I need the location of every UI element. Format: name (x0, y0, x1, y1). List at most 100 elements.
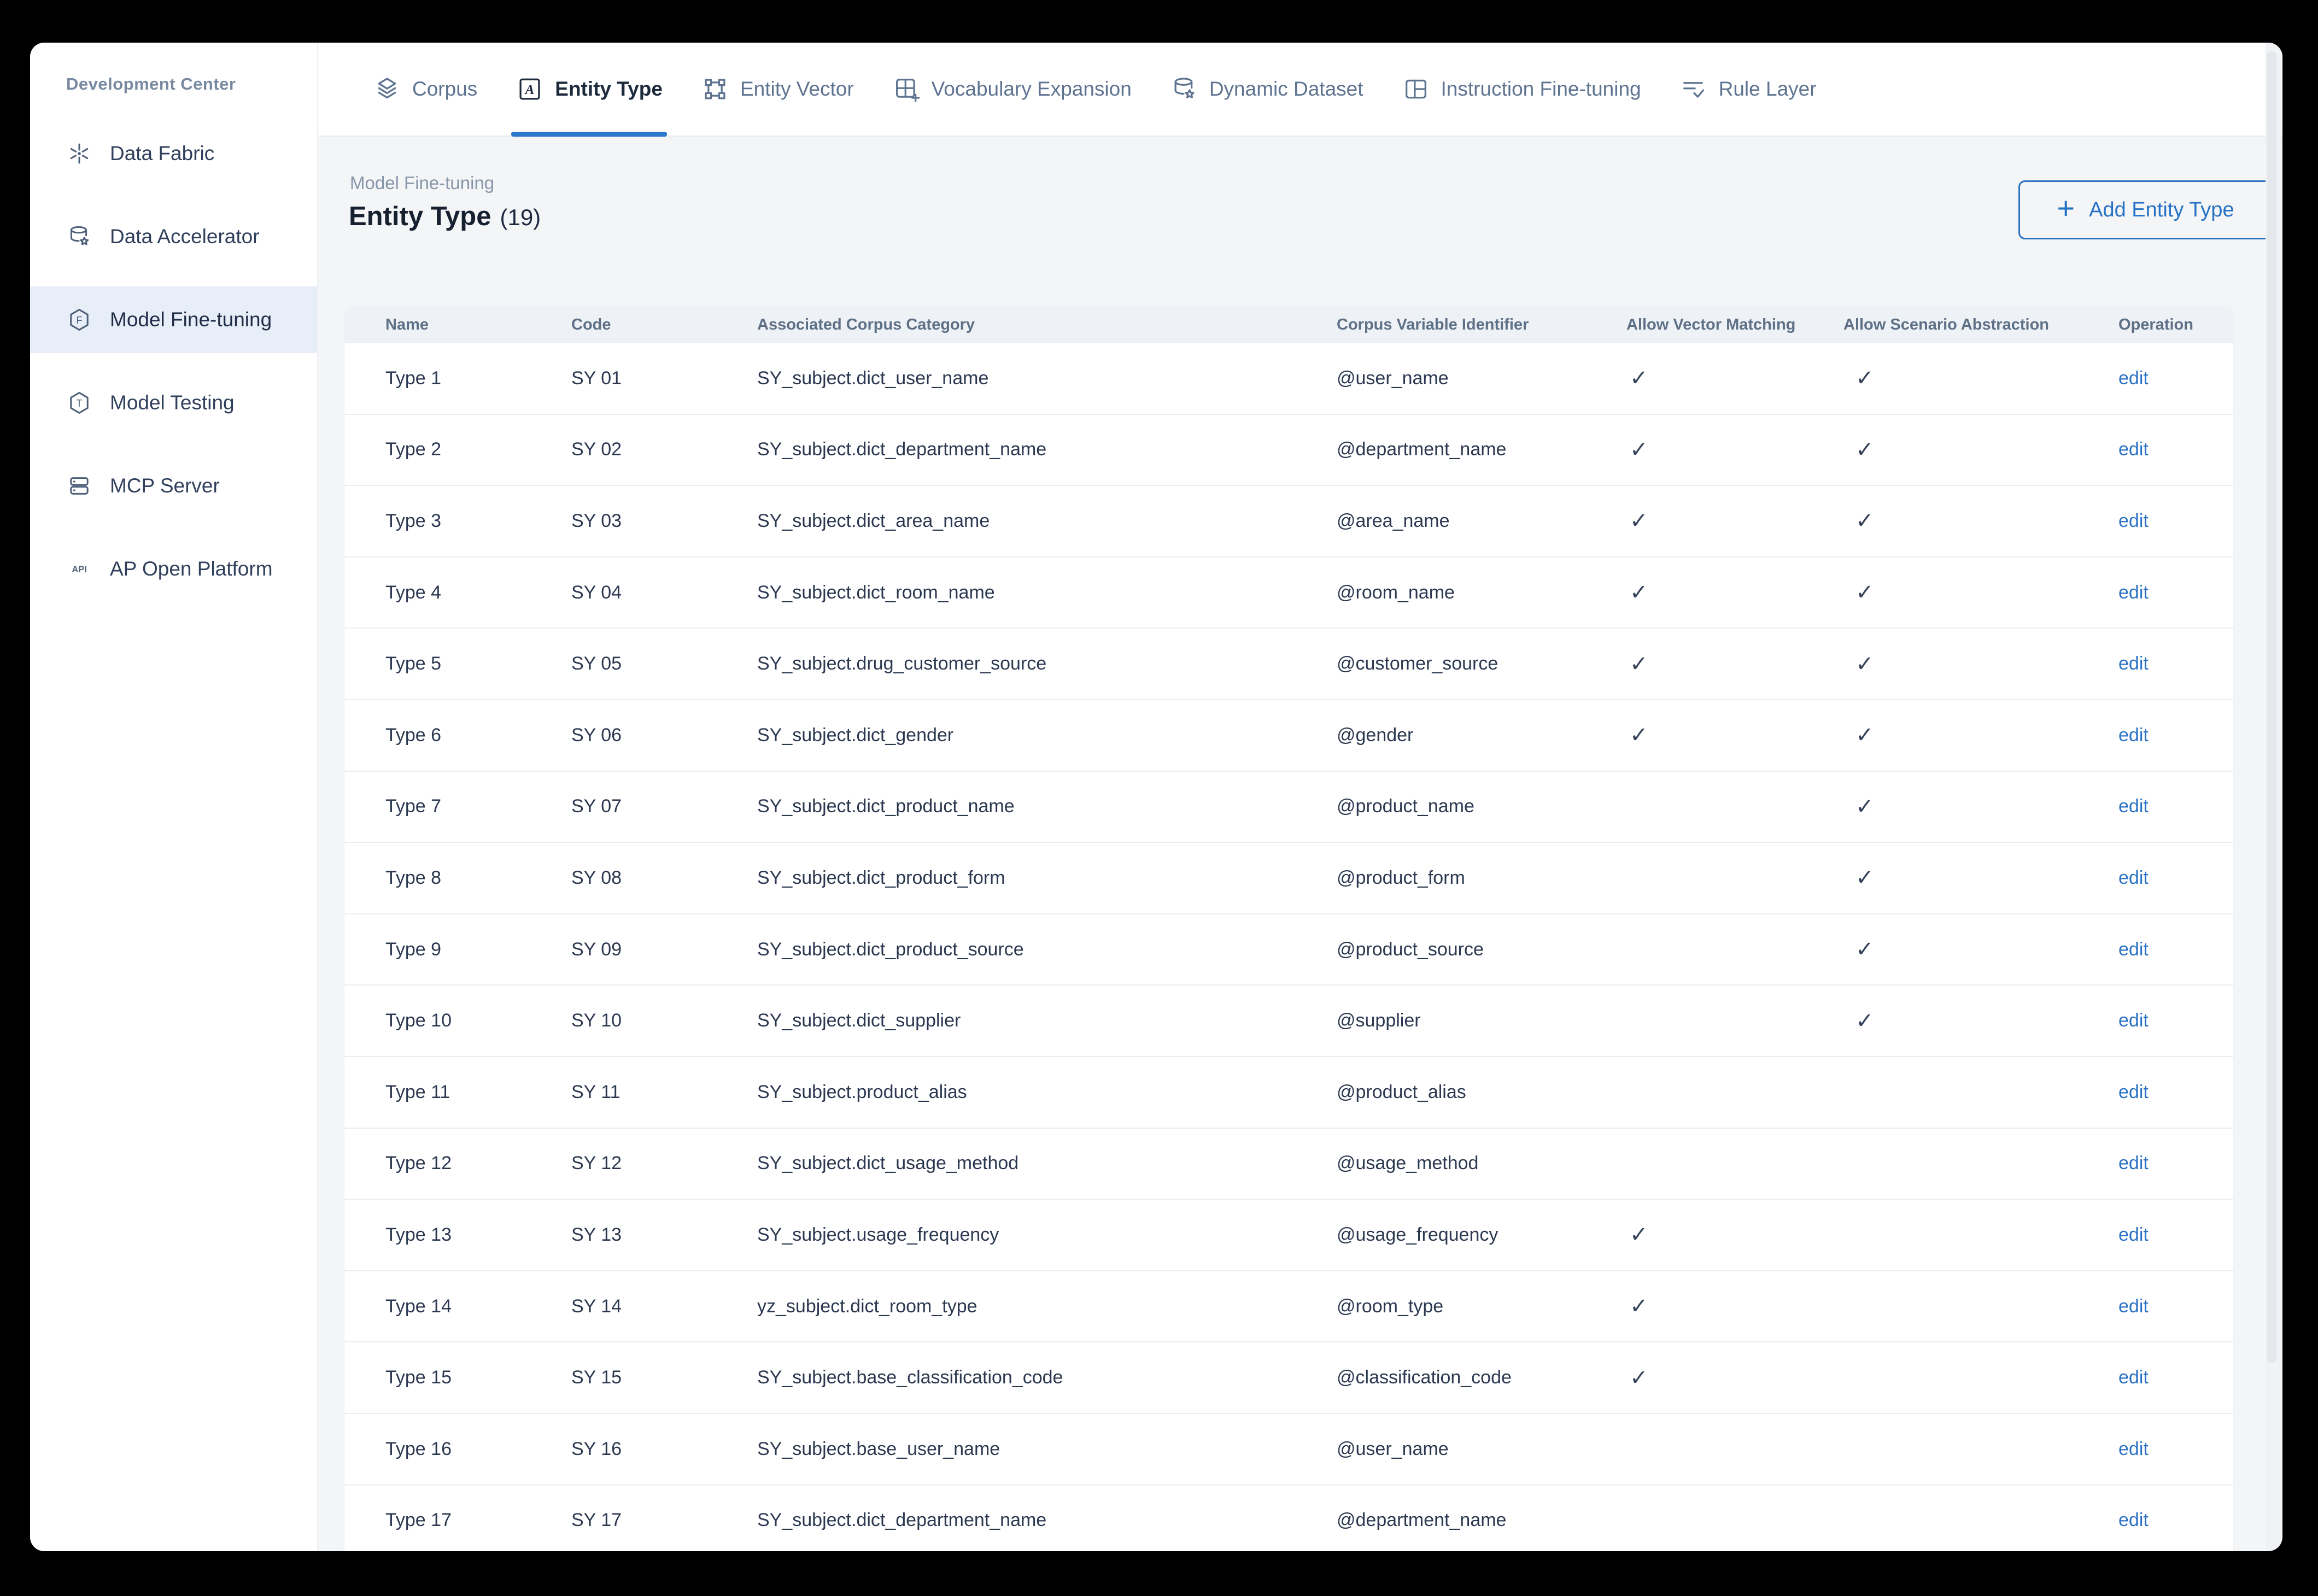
sidebar-item-ap-open-platform[interactable]: AP Open Platform (30, 536, 317, 602)
scenario-abstraction-check: ✓ (1855, 652, 1874, 676)
table-row-type-15: Type 15 SY 15 SY_subject.base_classifica… (344, 1342, 2233, 1414)
cell-category: SY_subject.dict_department_name (757, 1510, 1047, 1531)
sidebar-item-data-fabric[interactable]: Data Fabric (30, 120, 317, 187)
tab-rule-layer[interactable]: Rule Layer (1679, 43, 1817, 136)
tab-dynamic-dataset[interactable]: Dynamic Dataset (1170, 43, 1363, 136)
sidebar-item-label: Model Testing (110, 391, 235, 414)
edit-link[interactable]: edit (2118, 867, 2149, 888)
entity-type-icon (516, 75, 544, 103)
edit-link[interactable]: edit (2118, 1081, 2149, 1102)
tab-label: Instruction Fine-tuning (1441, 78, 1641, 100)
cell-code: SY 08 (571, 867, 622, 888)
table-row-type-5: Type 5 SY 05 SY_subject.drug_customer_so… (344, 629, 2233, 700)
cell-code: SY 13 (571, 1224, 622, 1245)
sidebar-item-model-testing[interactable]: Model Testing (30, 369, 317, 436)
cell-name: Type 8 (385, 867, 442, 888)
data-fabric-icon (66, 140, 92, 167)
model-testing-icon (66, 390, 92, 416)
edit-link[interactable]: edit (2118, 724, 2149, 746)
edit-link[interactable]: edit (2118, 439, 2149, 460)
cell-name: Type 6 (385, 724, 442, 746)
edit-link[interactable]: edit (2118, 1295, 2149, 1317)
cell-code: SY 14 (571, 1295, 622, 1317)
table-row-type-8: Type 8 SY 08 SY_subject.dict_product_for… (344, 843, 2233, 914)
cell-identifier: @supplier (1337, 1010, 1421, 1031)
sidebar-item-data-accelerator[interactable]: Data Accelerator (30, 203, 317, 270)
vector-matching-check: ✓ (1630, 723, 1648, 748)
cell-category: SY_subject.drug_customer_source (757, 653, 1047, 674)
sidebar-item-label: Data Accelerator (110, 225, 260, 248)
app-window: Development Center Data Fabric Data Acce… (30, 43, 2282, 1551)
page-title: Entity Type (349, 202, 491, 231)
cell-name: Type 15 (385, 1367, 452, 1388)
col-header-scenario: Allow Scenario Abstraction (1843, 315, 2049, 333)
cell-identifier: @room_name (1337, 582, 1455, 603)
cell-category: SY_subject.dict_supplier (757, 1010, 961, 1031)
edit-link[interactable]: edit (2118, 1367, 2149, 1388)
edit-link[interactable]: edit (2118, 1510, 2149, 1531)
table-row-type-1: Type 1 SY 01 SY_subject.dict_user_name @… (344, 343, 2233, 415)
cell-name: Type 11 (385, 1081, 450, 1102)
edit-link[interactable]: edit (2118, 510, 2149, 531)
cell-category: SY_subject.dict_product_form (757, 867, 1005, 888)
edit-link[interactable]: edit (2118, 1438, 2149, 1459)
mcp-server-icon (66, 473, 92, 499)
cell-code: SY 05 (571, 653, 622, 674)
scrollbar-thumb[interactable] (2267, 51, 2276, 1363)
table-row-type-7: Type 7 SY 07 SY_subject.dict_product_nam… (344, 772, 2233, 843)
cell-code: SY 17 (571, 1510, 622, 1531)
cell-code: SY 01 (571, 367, 622, 389)
table-row-type-17: Type 17 SY 17 SY_subject.dict_department… (344, 1486, 2233, 1552)
cell-name: Type 16 (385, 1438, 452, 1459)
tab-vocabulary-expansion[interactable]: Vocabulary Expansion (892, 43, 1132, 136)
cell-code: SY 06 (571, 724, 622, 746)
sidebar-item-label: Model Fine-tuning (110, 308, 272, 331)
rule-layer-icon (1679, 75, 1708, 103)
edit-link[interactable]: edit (2118, 796, 2149, 817)
vector-matching-check: ✓ (1630, 652, 1648, 676)
scenario-abstraction-check: ✓ (1855, 580, 1874, 605)
cell-code: SY 09 (571, 938, 622, 960)
vector-matching-check: ✓ (1630, 437, 1648, 462)
instruction-fine-tuning-icon (1402, 75, 1430, 103)
cell-category: SY_subject.dict_usage_method (757, 1153, 1019, 1174)
add-entity-type-button[interactable]: + Add Entity Type (2018, 180, 2273, 239)
sidebar-item-model-fine-tuning[interactable]: Model Fine-tuning (30, 286, 317, 353)
cell-name: Type 13 (385, 1224, 452, 1245)
scenario-abstraction-check: ✓ (1855, 937, 1874, 962)
edit-link[interactable]: edit (2118, 582, 2149, 603)
cell-code: SY 02 (571, 439, 622, 460)
tab-entity-type[interactable]: Entity Type (511, 43, 667, 137)
model-fine-tuning-icon (66, 307, 92, 333)
dynamic-dataset-icon (1170, 75, 1198, 103)
col-header-identifier: Corpus Variable Identifier (1337, 315, 1529, 333)
sidebar-item-mcp-server[interactable]: MCP Server (30, 453, 317, 519)
tab-label: Entity Type (555, 78, 663, 100)
cell-category: SY_subject.usage_frequency (757, 1224, 999, 1245)
cell-identifier: @user_name (1337, 367, 1449, 389)
edit-link[interactable]: edit (2118, 653, 2149, 674)
cell-category: SY_subject.dict_department_name (757, 439, 1047, 460)
sidebar-item-label: AP Open Platform (110, 558, 273, 580)
cell-code: SY 10 (571, 1010, 622, 1031)
tab-entity-vector[interactable]: Entity Vector (701, 43, 854, 136)
sidebar-item-label: MCP Server (110, 474, 220, 497)
sidebar-title: Development Center (66, 74, 236, 93)
edit-link[interactable]: edit (2118, 1010, 2149, 1031)
edit-link[interactable]: edit (2118, 367, 2149, 389)
tab-bar: Corpus Entity Type Entity Vector Vocabul… (318, 43, 2282, 137)
edit-link[interactable]: edit (2118, 1153, 2149, 1174)
tab-instruction-fine-tuning[interactable]: Instruction Fine-tuning (1402, 43, 1641, 136)
edit-link[interactable]: edit (2118, 938, 2149, 960)
cell-identifier: @gender (1337, 724, 1414, 746)
cell-name: Type 1 (385, 367, 442, 389)
cell-identifier: @product_form (1337, 867, 1465, 888)
edit-link[interactable]: edit (2118, 1224, 2149, 1245)
table-row-type-6: Type 6 SY 06 SY_subject.dict_gender @gen… (344, 700, 2233, 772)
cell-identifier: @product_name (1337, 796, 1474, 817)
tab-corpus[interactable]: Corpus (373, 43, 477, 136)
cell-name: Type 3 (385, 510, 442, 531)
col-header-operation: Operation (2118, 315, 2193, 333)
sidebar-item-label: Data Fabric (110, 142, 215, 165)
table-body: Type 1 SY 01 SY_subject.dict_user_name @… (344, 343, 2233, 1551)
